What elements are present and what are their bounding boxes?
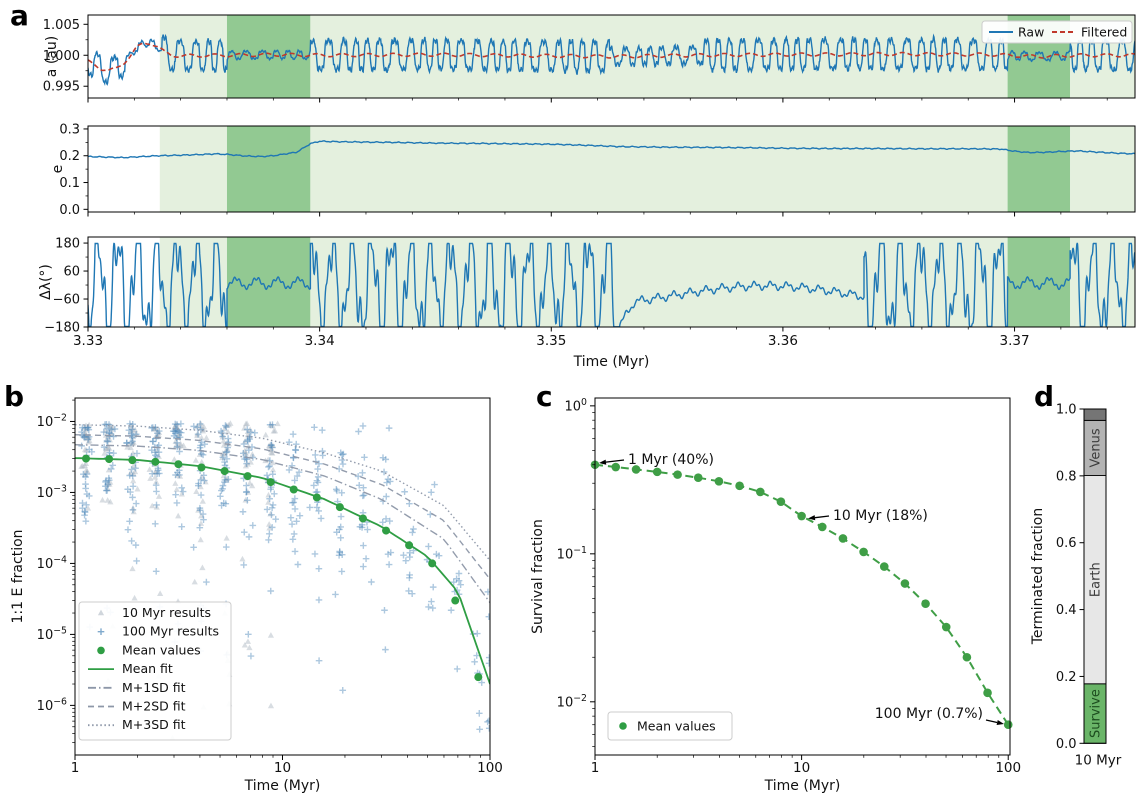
svg-text:Terminated fraction: Terminated fraction [1030,508,1046,646]
svg-text:Venus: Venus [1089,428,1104,467]
panel-d-terminated-bar-chart: Survive Earth Venus 0.0 0.2 0.4 0.6 0.8 1.0 Termi… [1030,403,1122,769]
panel-c-survival-chart: 100 10−1 10−2 1 10 100 Survival fraction Time (… [530,397,1021,794]
svg-text:Earth: Earth [1089,562,1104,597]
svg-text:1.0: 1.0 [1056,403,1077,418]
svg-text:M+1SD fit: M+1SD fit [122,680,186,695]
panel-c-plot-area [590,460,1013,730]
panel-label-b: b [4,380,25,413]
panel-label-c: c [536,380,553,413]
svg-text:10 Myr (18%): 10 Myr (18%) [833,508,928,524]
panel-a-legend: Raw Filtered [981,20,1133,44]
svg-text:0.2: 0.2 [1056,670,1077,685]
svg-text:3.34: 3.34 [305,333,335,349]
svg-text:3.35: 3.35 [536,333,566,349]
svg-text:1:1 E fraction: 1:1 E fraction [10,529,26,623]
svg-text:0.995: 0.995 [43,80,80,95]
svg-text:10 Myr: 10 Myr [1075,753,1122,769]
svg-text:−180: −180 [44,321,80,336]
panel-a-series-group-2 [88,140,1135,159]
svg-text:10−2: 10−2 [557,693,587,711]
panel-b-fraction-scatter-chart: 10−2 10−3 10−4 10−5 10−6 1 10 100 1:1 E fraction… [10,397,503,794]
panel-d-stacked-bar: Survive Earth Venus [1083,408,1107,744]
svg-text:180: 180 [55,237,80,252]
panel-a-series-group-1 [88,33,1135,86]
svg-text:100 Myr (0.7%): 100 Myr (0.7%) [875,706,983,722]
svg-text:M+2SD fit: M+2SD fit [122,699,186,714]
panel-a-time-series-chart: 0.995 1.000 1.005 a (au) 0.0 0.1 0.2 0.3 e 180 60 −… [38,14,1136,370]
svg-text:−60: −60 [53,293,80,308]
svg-text:3.37: 3.37 [1000,333,1030,349]
svg-text:Raw: Raw [1018,25,1044,40]
svg-text:60: 60 [63,265,80,280]
panel-label-d: d [1034,380,1055,413]
svg-text:10: 10 [274,760,291,776]
svg-text:0.6: 0.6 [1056,536,1077,551]
svg-text:10: 10 [793,760,810,776]
svg-text:0.0: 0.0 [1056,737,1077,752]
svg-text:100: 100 [477,760,503,776]
svg-text:0.2: 0.2 [59,149,80,164]
svg-text:1 Myr (40%): 1 Myr (40%) [628,452,714,468]
svg-text:100: 100 [565,397,588,415]
svg-text:10−1: 10−1 [557,545,587,563]
svg-text:0.8: 0.8 [1056,469,1077,484]
svg-text:Mean fit: Mean fit [122,661,173,676]
svg-text:100: 100 [995,760,1021,776]
svg-text:Survival fraction: Survival fraction [530,519,546,634]
svg-text:10−4: 10−4 [37,554,67,572]
svg-text:e: e [50,165,66,174]
panel-a-subplot-3: 180 60 −60 −180 Δλ(°) [38,236,1136,336]
svg-text:Time (Myr): Time (Myr) [244,778,321,794]
svg-text:0.4: 0.4 [1056,603,1077,618]
svg-text:1: 1 [591,760,600,776]
svg-text:3.33: 3.33 [73,333,103,349]
svg-text:Mean values: Mean values [637,719,716,734]
panel-a-subplot-1: 0.995 1.000 1.005 a (au) [43,14,1136,103]
panel-b-legend: 10 Myr results 100 Myr results Mean values… [78,601,232,741]
panel-b-plot-area [75,420,490,741]
svg-text:Mean values: Mean values [122,642,201,657]
svg-text:M+3SD fit: M+3SD fit [122,717,186,732]
panel-label-a: a [10,0,29,32]
svg-text:10−3: 10−3 [37,483,67,501]
svg-text:3.36: 3.36 [768,333,798,349]
svg-text:Δλ(°): Δλ(°) [38,264,54,300]
panel-c-legend: Mean values [607,711,733,741]
panel-a-subplot-2: 0.0 0.1 0.2 0.3 e [50,122,1136,218]
svg-text:1.000: 1.000 [43,49,80,64]
svg-text:0.3: 0.3 [59,122,80,137]
svg-text:a (au): a (au) [44,36,60,77]
svg-text:1.005: 1.005 [43,18,80,33]
panel-a-series-group-3 [88,242,1135,327]
svg-text:1: 1 [71,760,80,776]
svg-text:10−2: 10−2 [37,412,67,430]
svg-text:0.1: 0.1 [59,176,80,191]
svg-text:10−6: 10−6 [37,696,67,714]
panel-c-annotations: 1 Myr (40%) 10 Myr (18%) 100 Myr (0.7%) [599,452,1004,726]
svg-text:Survive: Survive [1089,689,1104,738]
svg-text:Filtered: Filtered [1081,25,1127,40]
svg-text:0.0: 0.0 [59,203,80,218]
svg-text:10−5: 10−5 [37,625,67,643]
svg-text:100 Myr results: 100 Myr results [122,624,219,639]
svg-text:Time (Myr): Time (Myr) [764,778,841,794]
svg-text:10 Myr results: 10 Myr results [122,605,211,620]
svg-text:Time (Myr): Time (Myr) [573,354,650,370]
